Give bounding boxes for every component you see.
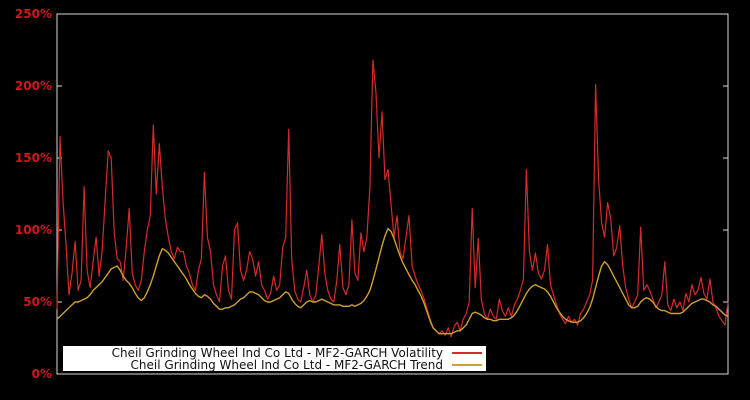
legend-line-sample-volatility: [452, 351, 482, 354]
y-axis-tick-label: 250%: [14, 7, 52, 21]
legend: Cheil Grinding Wheel Ind Co Ltd - MF2-GA…: [63, 346, 486, 371]
legend-row-trend: Cheil Grinding Wheel Ind Co Ltd - MF2-GA…: [63, 359, 484, 371]
y-axis-tick-label: 0%: [31, 367, 52, 381]
trend-line: [56, 227, 729, 335]
y-axis-tick-label: 100%: [14, 223, 52, 237]
y-axis-tick-label: 200%: [14, 79, 52, 93]
y-axis-tick-label: 150%: [14, 151, 52, 165]
legend-line-sample-trend: [452, 363, 482, 366]
volatility-line: [56, 59, 729, 338]
legend-label-trend: Cheil Grinding Wheel Ind Co Ltd - MF2-GA…: [130, 357, 443, 372]
legend-row-volatility: Cheil Grinding Wheel Ind Co Ltd - MF2-GA…: [63, 347, 484, 359]
legend-label-volatility: Cheil Grinding Wheel Ind Co Ltd - MF2-GA…: [111, 345, 443, 360]
plot-frame: [56, 13, 729, 375]
y-axis-tick-label: 50%: [23, 295, 52, 309]
